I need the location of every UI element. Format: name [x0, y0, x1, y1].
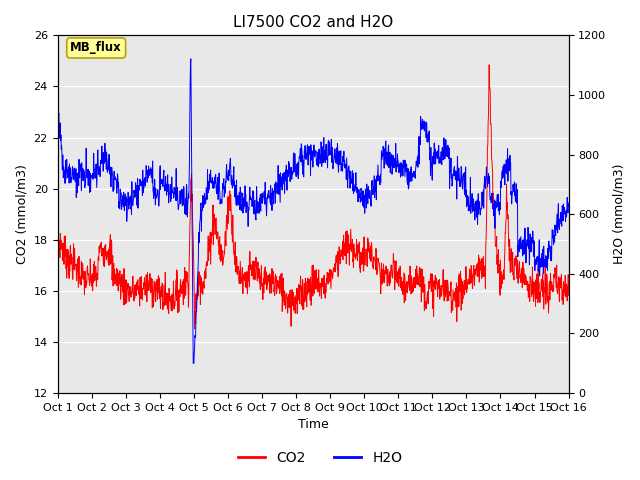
Line: H2O: H2O — [58, 59, 568, 363]
H2O — [54, 102, 61, 108]
Legend: CO2, H2O: CO2, H2O — [232, 445, 408, 471]
Y-axis label: CO2 (mmol/m3): CO2 (mmol/m3) — [15, 164, 28, 264]
H2O — [189, 360, 197, 366]
CO2 — [485, 62, 493, 68]
Text: MB_flux: MB_flux — [70, 41, 122, 54]
Title: LI7500 CO2 and H2O: LI7500 CO2 and H2O — [233, 15, 393, 30]
H2O — [291, 151, 299, 156]
H2O — [114, 175, 122, 180]
H2O — [271, 184, 279, 190]
H2O — [93, 171, 101, 177]
CO2 — [93, 272, 101, 277]
CO2 — [345, 241, 353, 247]
CO2 — [54, 219, 61, 225]
CO2 — [191, 326, 198, 332]
H2O — [282, 167, 289, 173]
X-axis label: Time: Time — [298, 419, 328, 432]
CO2 — [271, 293, 278, 299]
Y-axis label: H2O (mmol/m3): H2O (mmol/m3) — [612, 164, 625, 264]
CO2 — [114, 271, 122, 276]
H2O — [564, 200, 572, 206]
Line: CO2: CO2 — [58, 65, 568, 329]
CO2 — [564, 292, 572, 298]
CO2 — [291, 305, 298, 311]
CO2 — [282, 298, 289, 304]
H2O — [345, 163, 353, 169]
H2O — [187, 56, 195, 62]
